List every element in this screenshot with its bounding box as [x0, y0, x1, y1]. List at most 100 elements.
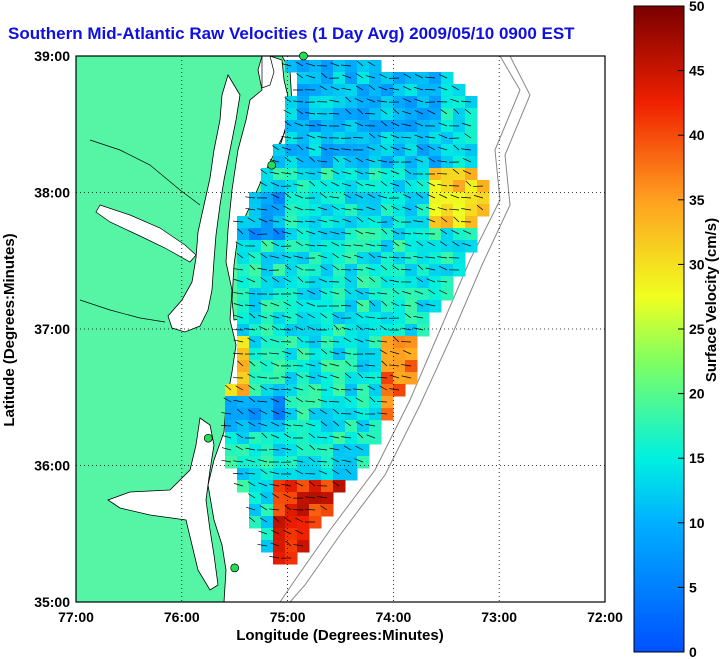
velocity-cell	[405, 288, 418, 301]
velocity-cell	[273, 324, 286, 337]
velocity-cell	[297, 468, 310, 481]
velocity-cell	[249, 408, 262, 421]
velocity-cell	[249, 420, 262, 433]
velocity-vector	[284, 157, 292, 163]
velocity-cell	[309, 408, 322, 421]
velocity-cell	[429, 156, 442, 169]
velocity-cell	[321, 504, 334, 517]
velocity-cell	[321, 444, 334, 457]
velocity-cell	[381, 108, 394, 121]
velocity-cell	[321, 312, 334, 325]
velocity-cell	[393, 288, 406, 301]
velocity-vector	[461, 100, 472, 103]
velocity-cell	[261, 276, 274, 289]
velocity-vector	[257, 400, 268, 403]
velocity-vector	[270, 362, 280, 367]
velocity-cell	[249, 360, 262, 373]
velocity-vector	[392, 289, 400, 295]
velocity-cell	[237, 312, 250, 325]
velocity-vector	[329, 351, 340, 355]
velocity-cell	[357, 60, 370, 73]
velocity-cell	[405, 252, 418, 265]
velocity-cell	[393, 168, 406, 181]
velocity-vector	[377, 100, 388, 103]
velocity-cell	[345, 180, 358, 193]
velocity-cell	[381, 204, 394, 217]
velocity-vector	[357, 432, 364, 439]
velocity-cell	[261, 324, 274, 337]
velocity-cell	[345, 156, 358, 169]
velocity-cell	[393, 384, 406, 397]
velocity-cell	[441, 96, 454, 109]
velocity-vector	[295, 373, 304, 379]
velocity-vector	[236, 433, 244, 439]
velocity-cell	[465, 96, 478, 109]
velocity-cell	[285, 204, 298, 217]
velocity-vector	[258, 314, 268, 319]
velocity-cell	[297, 324, 310, 337]
velocity-vector	[402, 110, 412, 115]
velocity-vector	[281, 350, 292, 355]
velocity-cell	[345, 456, 358, 469]
velocity-vector	[248, 385, 256, 391]
velocity-vector	[305, 363, 316, 367]
velocity-cell	[285, 432, 298, 445]
velocity-cell	[405, 336, 418, 349]
velocity-vector	[331, 241, 340, 247]
velocity-cell	[297, 240, 310, 253]
velocity-cell	[297, 432, 310, 445]
velocity-cell	[345, 384, 358, 397]
velocity-vector	[245, 459, 256, 463]
y-tick-label: 37:00	[34, 321, 70, 337]
velocity-cell	[417, 204, 430, 217]
velocity-vector	[317, 171, 328, 175]
velocity-cell	[225, 456, 238, 469]
colorbar-tick-label: 25	[689, 321, 705, 337]
velocity-vector	[341, 123, 352, 127]
velocity-vector	[236, 408, 244, 415]
velocity-cell	[417, 216, 430, 229]
velocity-cell	[345, 204, 358, 217]
velocity-cell	[249, 504, 262, 517]
velocity-vector	[329, 99, 340, 103]
velocity-vector	[401, 136, 412, 139]
velocity-cell	[405, 372, 418, 385]
velocity-cell	[321, 492, 334, 505]
velocity-cell	[321, 480, 334, 493]
velocity-cell	[285, 288, 298, 301]
velocity-vector	[272, 145, 280, 151]
velocity-cell	[381, 156, 394, 169]
velocity-vector	[341, 183, 352, 187]
velocity-cell	[333, 144, 346, 157]
velocity-cell	[285, 120, 298, 133]
velocity-cell	[261, 216, 274, 229]
velocity-vector	[342, 218, 352, 223]
velocity-vector	[427, 109, 436, 115]
velocity-cell	[453, 156, 466, 169]
velocity-vector	[320, 348, 328, 355]
velocity-vector	[377, 159, 388, 163]
velocity-vector	[233, 352, 244, 355]
velocity-cell	[417, 120, 430, 133]
velocity-vector	[246, 278, 256, 283]
velocity-vector	[354, 98, 364, 103]
velocity-vector	[356, 325, 364, 331]
velocity-vector	[402, 206, 412, 211]
velocity-vector	[317, 375, 328, 379]
velocity-vector	[293, 292, 304, 295]
velocity-vector	[233, 483, 244, 487]
velocity-cell	[261, 516, 274, 529]
velocity-cell	[333, 336, 346, 349]
velocity-cell	[297, 288, 310, 301]
velocity-cell	[345, 192, 358, 205]
velocity-vector	[437, 280, 448, 283]
velocity-vector	[233, 460, 244, 463]
velocity-cell	[261, 528, 274, 541]
velocity-vector	[427, 157, 436, 163]
velocity-vector	[319, 265, 328, 271]
velocity-cell	[297, 396, 310, 409]
velocity-cell	[393, 348, 406, 361]
velocity-cell	[465, 132, 478, 145]
velocity-vector	[426, 206, 436, 211]
velocity-vector	[414, 86, 424, 91]
